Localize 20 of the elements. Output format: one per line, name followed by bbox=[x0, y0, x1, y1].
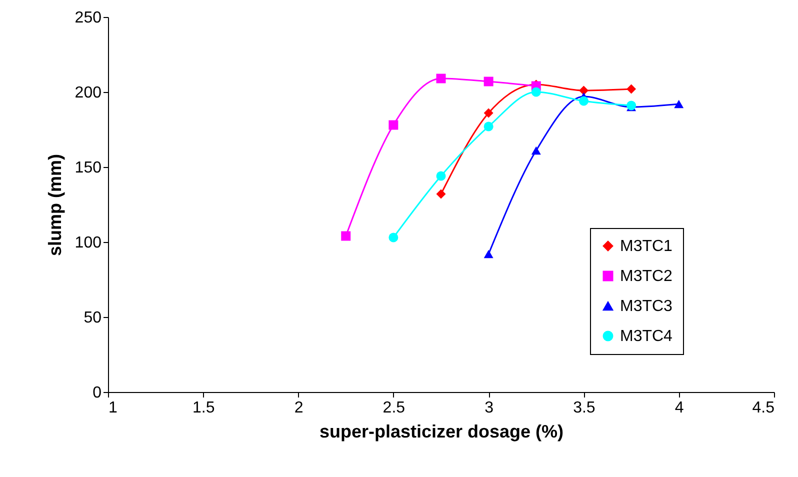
y-tick-label: 100 bbox=[74, 234, 102, 252]
x-tick-label: 4 bbox=[674, 400, 684, 416]
x-tick-label: 2.5 bbox=[382, 400, 406, 416]
x-axis-title: super-plasticizer dosage (%) bbox=[319, 422, 564, 442]
y-tick-label: 150 bbox=[74, 160, 102, 176]
x-tick-label: 1.5 bbox=[192, 400, 215, 416]
x-tick-label: 1 bbox=[108, 400, 118, 416]
y-tick-label: 250 bbox=[74, 10, 102, 26]
x-tick-label: 3.5 bbox=[573, 400, 596, 416]
legend-label: M3TC4 bbox=[620, 328, 673, 345]
legend-label: M3TC2 bbox=[620, 268, 673, 285]
y-axis-title: slump (mm) bbox=[44, 154, 65, 256]
x-tick-label: 2 bbox=[294, 400, 304, 416]
y-tick-label: 50 bbox=[84, 310, 102, 326]
legend-label: M3TC1 bbox=[620, 238, 673, 255]
y-tick-label: 0 bbox=[92, 384, 102, 402]
y-tick-label: 200 bbox=[74, 84, 102, 102]
x-tick-label: 4.5 bbox=[752, 400, 775, 416]
x-tick-label: 3 bbox=[484, 400, 494, 416]
legend-label: M3TC3 bbox=[620, 298, 673, 315]
